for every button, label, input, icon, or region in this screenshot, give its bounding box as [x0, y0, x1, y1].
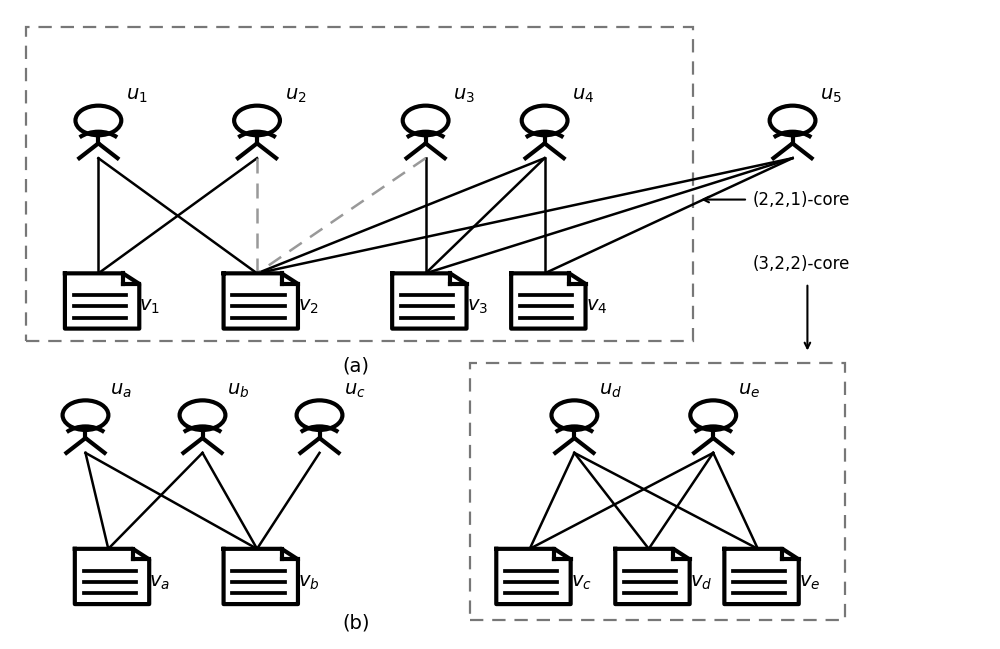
Text: (b): (b) — [342, 613, 370, 632]
Text: $v_{a}$: $v_{a}$ — [149, 573, 170, 592]
Text: $v_{e}$: $v_{e}$ — [799, 573, 820, 592]
Text: $v_{3}$: $v_{3}$ — [467, 297, 488, 316]
Text: $u_{1}$: $u_{1}$ — [126, 86, 148, 105]
Polygon shape — [65, 273, 139, 328]
Polygon shape — [496, 549, 571, 604]
Text: $u_{4}$: $u_{4}$ — [572, 86, 595, 105]
Polygon shape — [511, 273, 586, 328]
Polygon shape — [392, 273, 467, 328]
Text: $v_{1}$: $v_{1}$ — [139, 297, 160, 316]
Text: $u_{2}$: $u_{2}$ — [285, 86, 306, 105]
Polygon shape — [224, 549, 298, 604]
Text: $u_{b}$: $u_{b}$ — [227, 381, 250, 400]
Text: $v_{2}$: $v_{2}$ — [298, 297, 319, 316]
Text: $v_{c}$: $v_{c}$ — [571, 573, 592, 592]
Text: $u_{3}$: $u_{3}$ — [453, 86, 475, 105]
Text: (3,2,2)-core: (3,2,2)-core — [753, 254, 850, 273]
Text: $u_{c}$: $u_{c}$ — [344, 381, 366, 400]
Text: $v_{4}$: $v_{4}$ — [586, 297, 607, 316]
Polygon shape — [724, 549, 799, 604]
Text: (2,2,1)-core: (2,2,1)-core — [753, 191, 850, 208]
Text: (a): (a) — [343, 357, 370, 376]
Text: $u_{e}$: $u_{e}$ — [738, 381, 760, 400]
Polygon shape — [75, 549, 149, 604]
Text: $v_{b}$: $v_{b}$ — [298, 573, 319, 592]
Text: $u_{a}$: $u_{a}$ — [110, 381, 132, 400]
Text: $v_{d}$: $v_{d}$ — [690, 573, 712, 592]
Text: $u_{d}$: $u_{d}$ — [599, 381, 622, 400]
Polygon shape — [615, 549, 690, 604]
Text: $u_{5}$: $u_{5}$ — [820, 86, 842, 105]
Polygon shape — [224, 273, 298, 328]
